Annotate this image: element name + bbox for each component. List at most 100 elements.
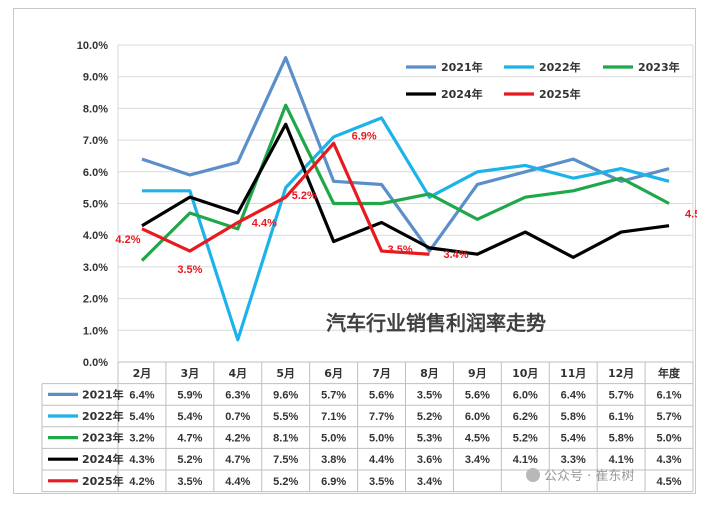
wechat-icon	[526, 468, 540, 482]
table-cell: 5.8%	[609, 433, 634, 445]
watermark-text: 公众号 · 崔东树	[544, 469, 635, 484]
table-cell: 4.3%	[657, 454, 682, 466]
data-label-2025: 3.5%	[177, 264, 202, 276]
table-cell: 5.4%	[129, 411, 154, 423]
table-cell: 4.5%	[657, 476, 682, 488]
table-cell: 4.2%	[225, 433, 250, 445]
y-tick-label: 10.0%	[77, 40, 108, 52]
series-line-5	[141, 141, 430, 256]
y-tick-label: 0.0%	[83, 357, 108, 369]
table-cell: 5.0%	[369, 433, 394, 445]
y-tick-label: 2.0%	[83, 294, 108, 306]
table-cell: 6.4%	[561, 389, 586, 401]
data-label-2025: 4.5%	[685, 208, 697, 220]
table-cell: 9.6%	[273, 389, 298, 401]
table-cell: 3.4%	[465, 454, 490, 466]
table-cell: 4.3%	[129, 454, 154, 466]
data-label-2025: 6.9%	[352, 130, 377, 142]
table-cell: 5.5%	[273, 411, 298, 423]
y-tick-label: 6.0%	[83, 167, 108, 179]
table-cell: 5.7%	[321, 389, 346, 401]
series-line-3	[140, 103, 670, 262]
line-chart: 0.0% 1.0% 2.0% 3.0% 4.0% 5.0% 6.0% 7.0% 8.0% 9.0%…	[41, 40, 697, 493]
x-tick-label: 5月	[276, 367, 295, 380]
table-cell: 5.7%	[609, 389, 634, 401]
table-cell: 6.1%	[609, 411, 634, 423]
table-cell: 4.4%	[225, 476, 250, 488]
y-tick-label: 7.0%	[83, 135, 108, 147]
table-row-label: 2023年	[82, 431, 124, 445]
data-label-2025: 3.4%	[443, 249, 468, 261]
table-cell: 8.1%	[273, 433, 298, 445]
table-cell: 5.2%	[177, 454, 202, 466]
table-cell: 5.2%	[273, 476, 298, 488]
x-tick-label: 3月	[181, 367, 200, 380]
table-cell: 4.1%	[513, 454, 538, 466]
table-cell: 3.8%	[321, 454, 346, 466]
x-tick-label: 9月	[468, 367, 487, 380]
table-row-label: 2022年	[82, 409, 124, 423]
table-cell: 6.0%	[513, 389, 538, 401]
table-cell: 3.3%	[561, 454, 586, 466]
x-tick-label: 4月	[228, 367, 247, 380]
data-label-2025: 4.4%	[252, 218, 277, 230]
table-cell: 6.1%	[657, 389, 682, 401]
watermark: 公众号 · 崔东树	[526, 465, 634, 484]
table-cell: 6.9%	[321, 476, 346, 488]
x-tick-label: 11月	[560, 367, 586, 380]
chart-frame: 0.0% 1.0% 2.0% 3.0% 4.0% 5.0% 6.0% 7.0% 8.0% 9.0%…	[13, 8, 697, 494]
table-cell: 5.2%	[513, 433, 538, 445]
data-label-2025: 5.2%	[292, 190, 317, 202]
table-row-label: 2024年	[82, 452, 124, 466]
table-cell: 5.2%	[417, 411, 442, 423]
table-cell: 7.5%	[273, 454, 298, 466]
table-cell: 3.2%	[129, 433, 154, 445]
y-tick-label: 9.0%	[83, 72, 108, 84]
data-label-2025: 4.2%	[115, 234, 140, 246]
x-tick-label: 2月	[133, 367, 152, 380]
y-tick-label: 4.0%	[83, 230, 108, 242]
table-cell: 6.4%	[129, 389, 154, 401]
data-label-2025: 3.5%	[388, 244, 413, 256]
legend-label: 2023年	[638, 60, 680, 74]
table-row-label: 2025年	[82, 474, 124, 488]
table-cell: 7.1%	[321, 411, 346, 423]
table-row-label: 2021年	[82, 387, 124, 401]
table-cell: 7.7%	[369, 411, 394, 423]
y-tick-label: 1.0%	[83, 325, 108, 337]
table-cell: 3.4%	[417, 476, 442, 488]
table-cell: 6.2%	[513, 411, 538, 423]
x-tick-label: 7月	[372, 367, 391, 380]
series-line-1	[141, 56, 670, 253]
table-cell: 5.3%	[417, 433, 442, 445]
table-cell: 5.4%	[177, 411, 202, 423]
x-tick-label: 6月	[324, 367, 343, 380]
table-cell: 5.9%	[177, 389, 202, 401]
x-tick-label: 12月	[608, 367, 634, 380]
y-tick-label: 8.0%	[83, 103, 108, 115]
y-tick-label: 5.0%	[83, 199, 108, 211]
table-cell: 6.0%	[465, 411, 490, 423]
series-line-2	[141, 116, 670, 342]
x-tick-label: 10月	[512, 367, 538, 380]
chart-title: 汽车行业销售利润率走势	[326, 311, 546, 335]
x-tick-label: 年度	[658, 366, 681, 380]
table-cell: 4.7%	[177, 433, 202, 445]
legend-label: 2024年	[441, 87, 483, 101]
y-tick-label: 3.0%	[83, 262, 108, 274]
table-cell: 4.2%	[129, 476, 154, 488]
table-cell: 5.4%	[561, 433, 586, 445]
table-cell: 3.5%	[369, 476, 394, 488]
table-cell: 5.0%	[657, 433, 682, 445]
legend-label: 2025年	[539, 87, 581, 101]
table-cell: 5.7%	[657, 411, 682, 423]
table-cell: 5.6%	[465, 389, 490, 401]
x-tick-label: 8月	[420, 367, 439, 380]
table-cell: 5.8%	[561, 411, 586, 423]
legend-label: 2021年	[441, 60, 483, 74]
table-cell: 4.4%	[369, 454, 394, 466]
table-cell: 6.3%	[225, 389, 250, 401]
series-line-4	[141, 122, 670, 259]
table-cell: 0.7%	[225, 411, 250, 423]
table-cell: 4.1%	[609, 454, 634, 466]
